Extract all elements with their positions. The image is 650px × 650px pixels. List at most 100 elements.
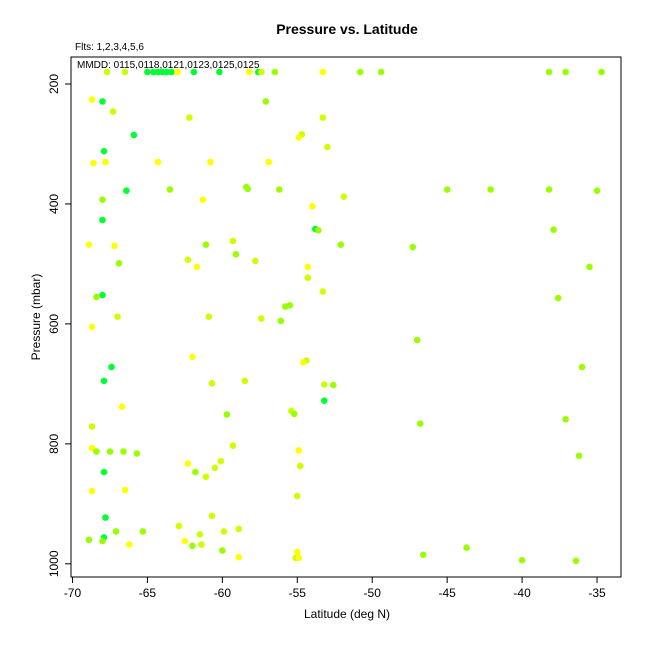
x-tick-label: -40 (513, 586, 531, 600)
data-point (111, 242, 118, 250)
data-point (198, 541, 205, 548)
data-point (109, 108, 117, 115)
y-tick-label: 200 (47, 74, 61, 94)
data-point (217, 457, 225, 465)
data-point (93, 448, 100, 455)
data-point (309, 203, 316, 210)
data-point (102, 158, 109, 166)
data-point (190, 68, 198, 76)
data-point (304, 274, 312, 282)
data-point (295, 134, 303, 141)
data-point (319, 114, 327, 121)
y-axis-label: Pressure (mbar) (29, 274, 43, 361)
data-point (324, 143, 331, 151)
data-point (118, 403, 126, 411)
data-point (235, 525, 243, 533)
x-tick-label: -55 (289, 586, 307, 600)
data-point (196, 531, 204, 538)
data-point (271, 68, 279, 76)
data-point (463, 544, 470, 551)
data-point (144, 68, 151, 76)
data-point (252, 257, 259, 265)
data-point (235, 553, 243, 561)
data-point (85, 241, 93, 248)
data-point (199, 196, 207, 203)
data-point (139, 528, 147, 535)
data-point (85, 536, 93, 544)
data-point (175, 522, 183, 530)
data-point (202, 241, 210, 248)
data-point (126, 541, 133, 548)
data-point (598, 68, 605, 76)
data-point (192, 468, 199, 476)
data-point (166, 186, 174, 193)
data-point (554, 294, 562, 302)
data-point (219, 547, 226, 554)
data-point (93, 293, 100, 301)
data-point (100, 468, 108, 476)
data-point (130, 131, 138, 139)
data-point (562, 416, 569, 423)
data-point (319, 68, 327, 76)
plot-frame (70, 56, 622, 578)
data-point (223, 411, 231, 418)
data-point (295, 554, 303, 562)
data-point (184, 460, 192, 467)
data-point (575, 452, 583, 460)
data-point (356, 68, 364, 76)
data-point (578, 363, 586, 371)
data-point (88, 96, 96, 103)
data-point (174, 68, 181, 76)
data-point (205, 313, 213, 321)
data-point (377, 68, 385, 76)
data-point (545, 68, 553, 76)
data-point (99, 98, 106, 105)
data-point (586, 263, 593, 271)
data-point (241, 377, 249, 385)
y-axis: 200 400 600 800 1000 (47, 74, 71, 577)
y-tick-label: 400 (47, 194, 61, 214)
data-point (189, 353, 196, 361)
data-point (189, 542, 196, 550)
data-point (419, 551, 427, 559)
x-tick-label: -35 (588, 586, 606, 600)
data-point (120, 448, 127, 455)
data-point (186, 114, 193, 121)
data-point (487, 186, 494, 193)
data-point (319, 288, 327, 295)
data-point (443, 186, 451, 193)
data-point (108, 363, 115, 371)
data-point (258, 315, 265, 322)
data-point (112, 528, 120, 535)
x-tick-label: -60 (214, 586, 232, 600)
data-point (114, 313, 121, 321)
data-point (154, 158, 162, 166)
data-point (88, 487, 96, 495)
x-axis: -70 -65 -60 -55 -50 -45 -40 -35 (64, 577, 606, 600)
data-point (88, 444, 96, 452)
data-point (304, 263, 312, 271)
data-points (85, 68, 605, 565)
data-point (100, 377, 108, 385)
x-axis-label: Latitude (deg N) (304, 607, 390, 621)
data-point (572, 557, 580, 565)
data-point (99, 196, 106, 203)
y-tick-label: 600 (47, 314, 61, 334)
data-point (123, 187, 130, 194)
x-tick-label: -65 (139, 586, 157, 600)
data-point (562, 68, 569, 76)
data-point (276, 186, 283, 193)
data-point (88, 323, 96, 331)
data-point (232, 251, 240, 258)
data-point (216, 68, 223, 76)
data-point (409, 243, 417, 251)
data-point (121, 486, 129, 494)
data-point (121, 68, 129, 76)
data-point (184, 256, 192, 264)
data-point (321, 381, 328, 388)
data-point (99, 291, 106, 299)
data-point (291, 410, 298, 418)
data-point (518, 556, 526, 564)
data-point (88, 423, 96, 430)
